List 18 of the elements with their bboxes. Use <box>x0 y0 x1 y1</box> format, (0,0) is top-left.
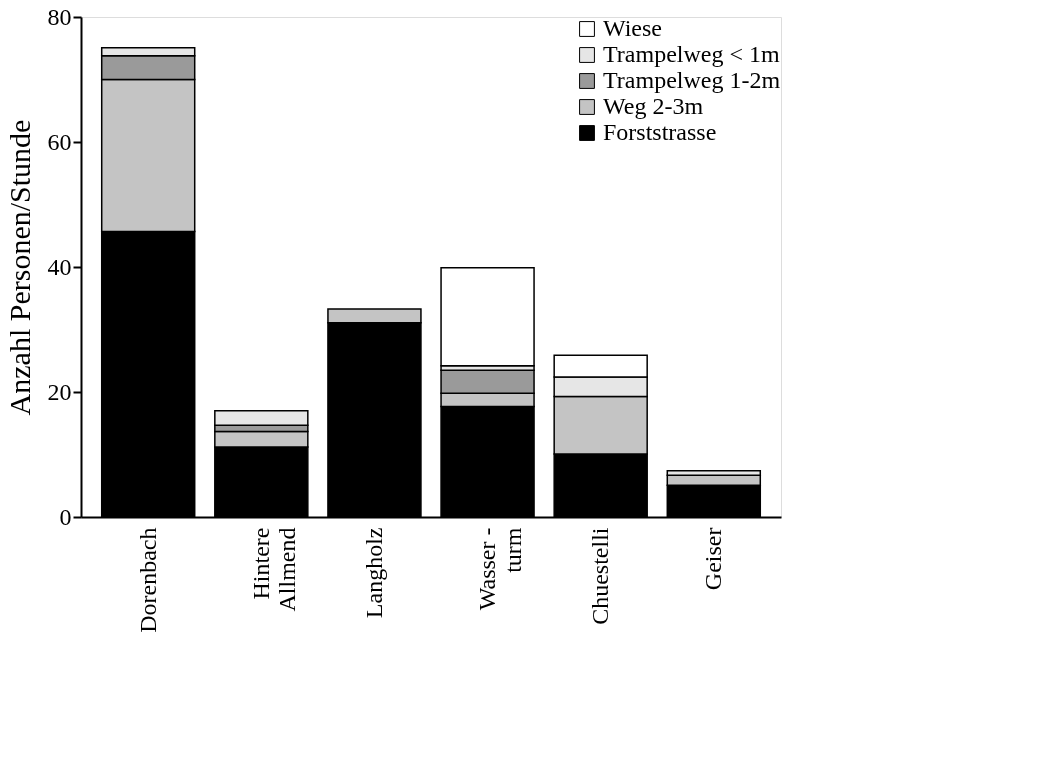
x-tick-label: Geiser <box>700 527 727 591</box>
y-tick-label: 20 <box>47 378 72 405</box>
x-tick-label: Hintere Allmend <box>247 527 300 612</box>
x-tick-label: Wasser - turm <box>474 527 527 611</box>
y-tick-label: 0 <box>59 503 72 530</box>
legend-label: Trampelweg < 1m <box>603 41 780 67</box>
legend-label: Trampelweg 1-2m <box>603 67 781 93</box>
x-tick-label: Chuestelli <box>587 527 614 625</box>
legend-label: Forststrasse <box>603 119 717 145</box>
legend-label: Wiese <box>603 15 663 41</box>
legend-label: Weg 2-3m <box>603 93 704 119</box>
y-tick-label: 40 <box>47 253 72 280</box>
x-tick-label: Langholz <box>360 527 387 619</box>
bar <box>440 266 535 367</box>
x-tick-label: Dorenbach <box>134 527 161 633</box>
y-axis-title: Anzahl Personen/Stunde <box>2 119 36 416</box>
y-tick-label: 60 <box>47 128 72 155</box>
y-tick-label: 80 <box>47 3 72 30</box>
